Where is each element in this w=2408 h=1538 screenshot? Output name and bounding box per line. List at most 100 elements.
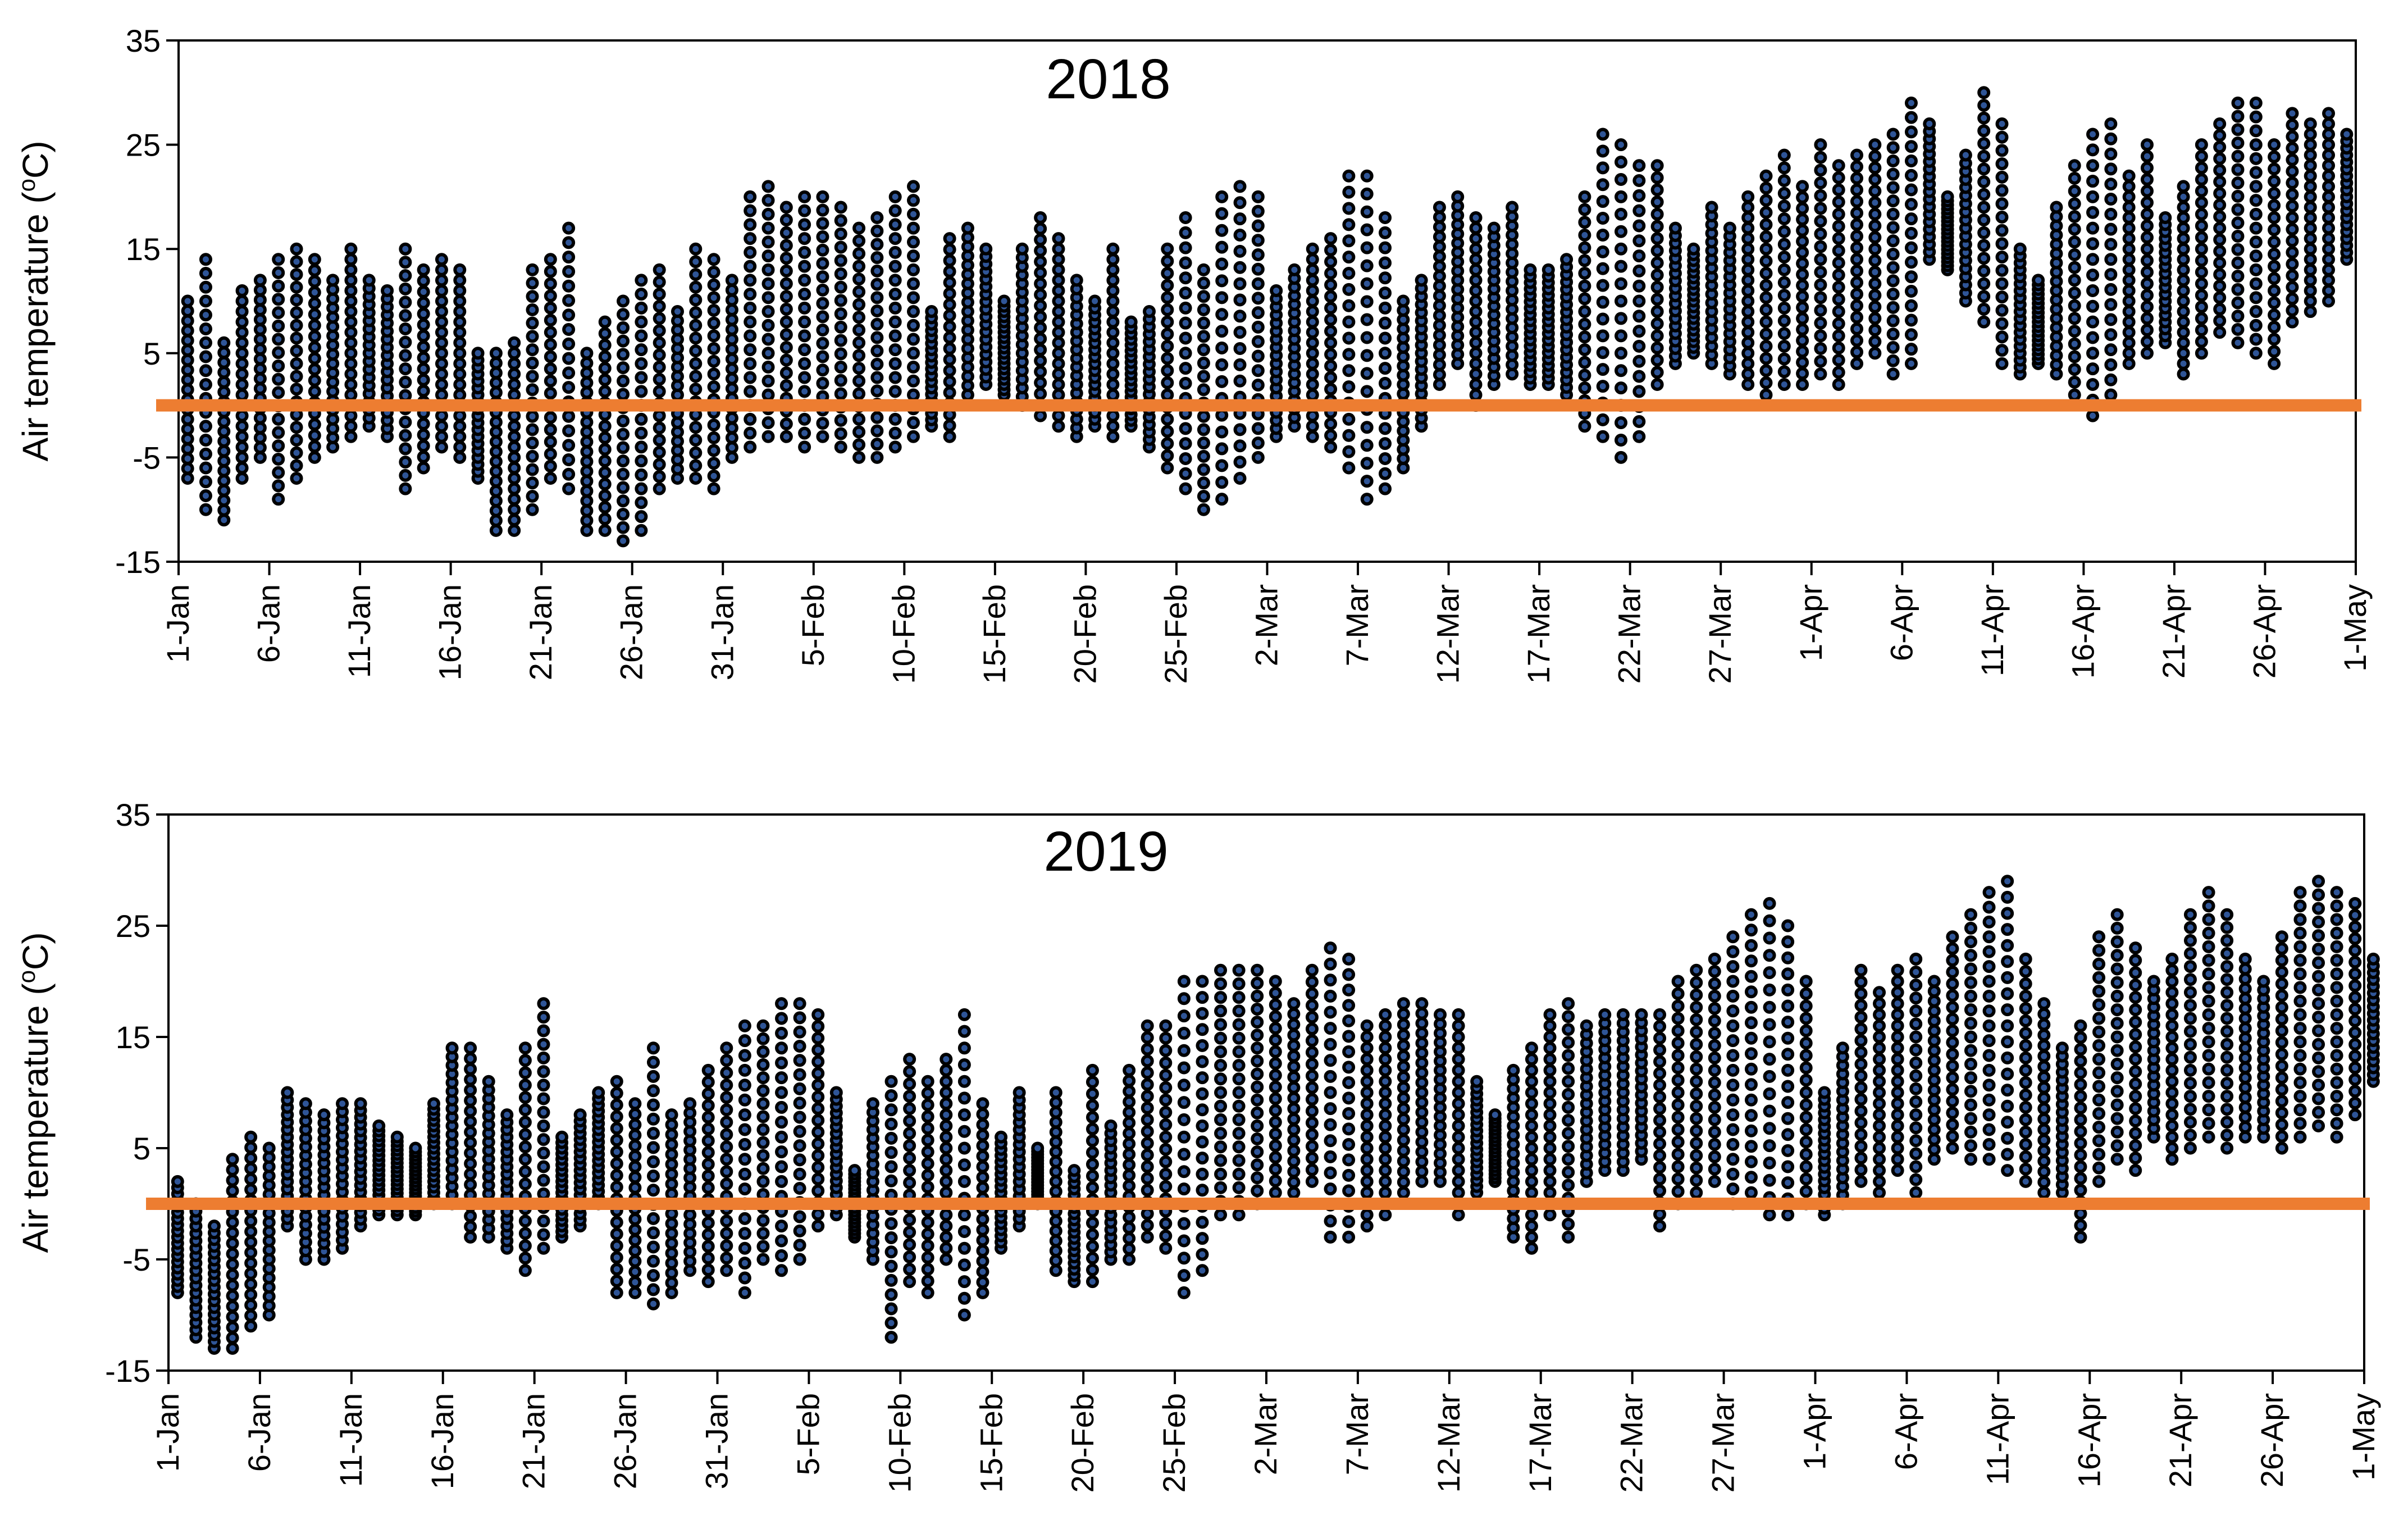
data-point xyxy=(888,260,902,273)
data-point xyxy=(870,238,884,251)
data-point xyxy=(2019,1039,2032,1052)
data-point xyxy=(217,464,231,477)
x-tick-label: 11-Jan xyxy=(341,584,377,678)
data-point xyxy=(870,277,884,291)
data-point xyxy=(1415,1086,1429,1099)
data-point xyxy=(2086,347,2100,360)
data-point xyxy=(2122,294,2136,308)
data-point xyxy=(272,253,285,266)
data-point xyxy=(2068,274,2081,287)
data-point xyxy=(2286,130,2299,143)
data-point xyxy=(1543,1097,1557,1111)
data-point xyxy=(2183,1116,2197,1129)
data-point xyxy=(2129,1077,2142,1091)
data-point xyxy=(2231,203,2245,216)
data-point xyxy=(635,412,648,426)
data-point xyxy=(2348,944,2362,957)
data-point xyxy=(1977,277,1991,290)
data-point xyxy=(1305,1046,1319,1059)
data-point xyxy=(537,1228,550,1241)
data-point xyxy=(1909,979,1923,992)
data-point xyxy=(562,424,576,438)
data-point xyxy=(1744,1186,1758,1199)
data-point xyxy=(665,1167,678,1181)
data-point xyxy=(1995,330,2009,344)
data-point xyxy=(518,1128,532,1141)
data-point xyxy=(2238,1121,2252,1134)
data-point xyxy=(1305,963,1319,977)
data-point xyxy=(903,1090,916,1103)
data-point xyxy=(2275,1141,2288,1155)
data-point xyxy=(2001,890,2014,904)
data-point xyxy=(1927,1113,1941,1126)
data-point xyxy=(1305,1140,1319,1153)
data-point xyxy=(1708,1125,1721,1139)
data-point xyxy=(1850,160,1864,174)
data-point xyxy=(1524,263,1537,276)
data-point xyxy=(1177,1148,1191,1161)
data-point xyxy=(1287,1018,1301,1031)
data-point xyxy=(1525,1230,1538,1244)
data-point xyxy=(1690,1149,1703,1162)
data-point xyxy=(689,421,703,434)
data-point xyxy=(1123,1116,1136,1130)
data-point xyxy=(290,357,303,370)
data-point xyxy=(852,336,866,349)
data-point xyxy=(1596,380,1609,393)
data-point xyxy=(1123,1095,1136,1108)
data-point xyxy=(1796,345,1809,358)
data-point xyxy=(1379,211,1392,225)
data-point xyxy=(1433,338,1446,352)
data-point xyxy=(707,457,720,470)
data-point xyxy=(1744,1000,1758,1014)
data-point xyxy=(779,226,793,239)
data-point xyxy=(2110,1153,2124,1166)
data-point xyxy=(1964,1071,1977,1085)
data-point xyxy=(2231,256,2245,270)
data-point xyxy=(957,1041,971,1055)
data-point xyxy=(2275,1059,2288,1073)
data-point xyxy=(1049,1165,1062,1178)
data-point xyxy=(1379,286,1392,300)
data-point xyxy=(181,324,194,338)
data-point xyxy=(1397,1165,1410,1178)
data-point xyxy=(1964,962,1977,976)
data-point xyxy=(2312,1051,2325,1064)
data-point xyxy=(2074,1136,2087,1150)
data-point xyxy=(2312,1065,2325,1079)
data-point xyxy=(701,1158,715,1171)
data-point xyxy=(417,373,430,386)
data-point xyxy=(1868,254,1882,267)
data-point xyxy=(1891,1041,1904,1055)
data-point xyxy=(653,433,666,447)
data-point xyxy=(1049,1086,1062,1099)
data-point xyxy=(1832,329,1845,343)
data-point xyxy=(1179,482,1192,495)
data-point xyxy=(756,1253,770,1266)
data-point xyxy=(1868,335,1882,348)
data-point xyxy=(2220,1025,2234,1038)
data-point xyxy=(1596,178,1609,192)
data-point xyxy=(2195,219,2208,233)
data-point xyxy=(888,288,902,301)
data-point xyxy=(1759,352,1773,365)
data-point xyxy=(2001,1084,2014,1097)
data-point xyxy=(1379,1153,1392,1166)
data-point xyxy=(884,1117,898,1131)
data-point xyxy=(617,427,630,441)
data-point xyxy=(1923,117,1936,130)
data-point xyxy=(707,316,720,330)
data-point xyxy=(2037,1134,2051,1147)
data-point xyxy=(707,342,720,356)
data-point xyxy=(1397,1029,1410,1042)
data-point xyxy=(1598,1008,1612,1021)
data-point xyxy=(1161,327,1174,341)
data-point xyxy=(725,431,738,444)
data-point xyxy=(1543,1086,1557,1099)
data-point xyxy=(526,356,539,370)
x-tick-label: 16-Apr xyxy=(2071,1393,2106,1487)
data-point xyxy=(779,264,793,277)
data-point xyxy=(244,1235,258,1249)
data-point xyxy=(852,374,866,388)
data-point xyxy=(1982,1123,1996,1136)
